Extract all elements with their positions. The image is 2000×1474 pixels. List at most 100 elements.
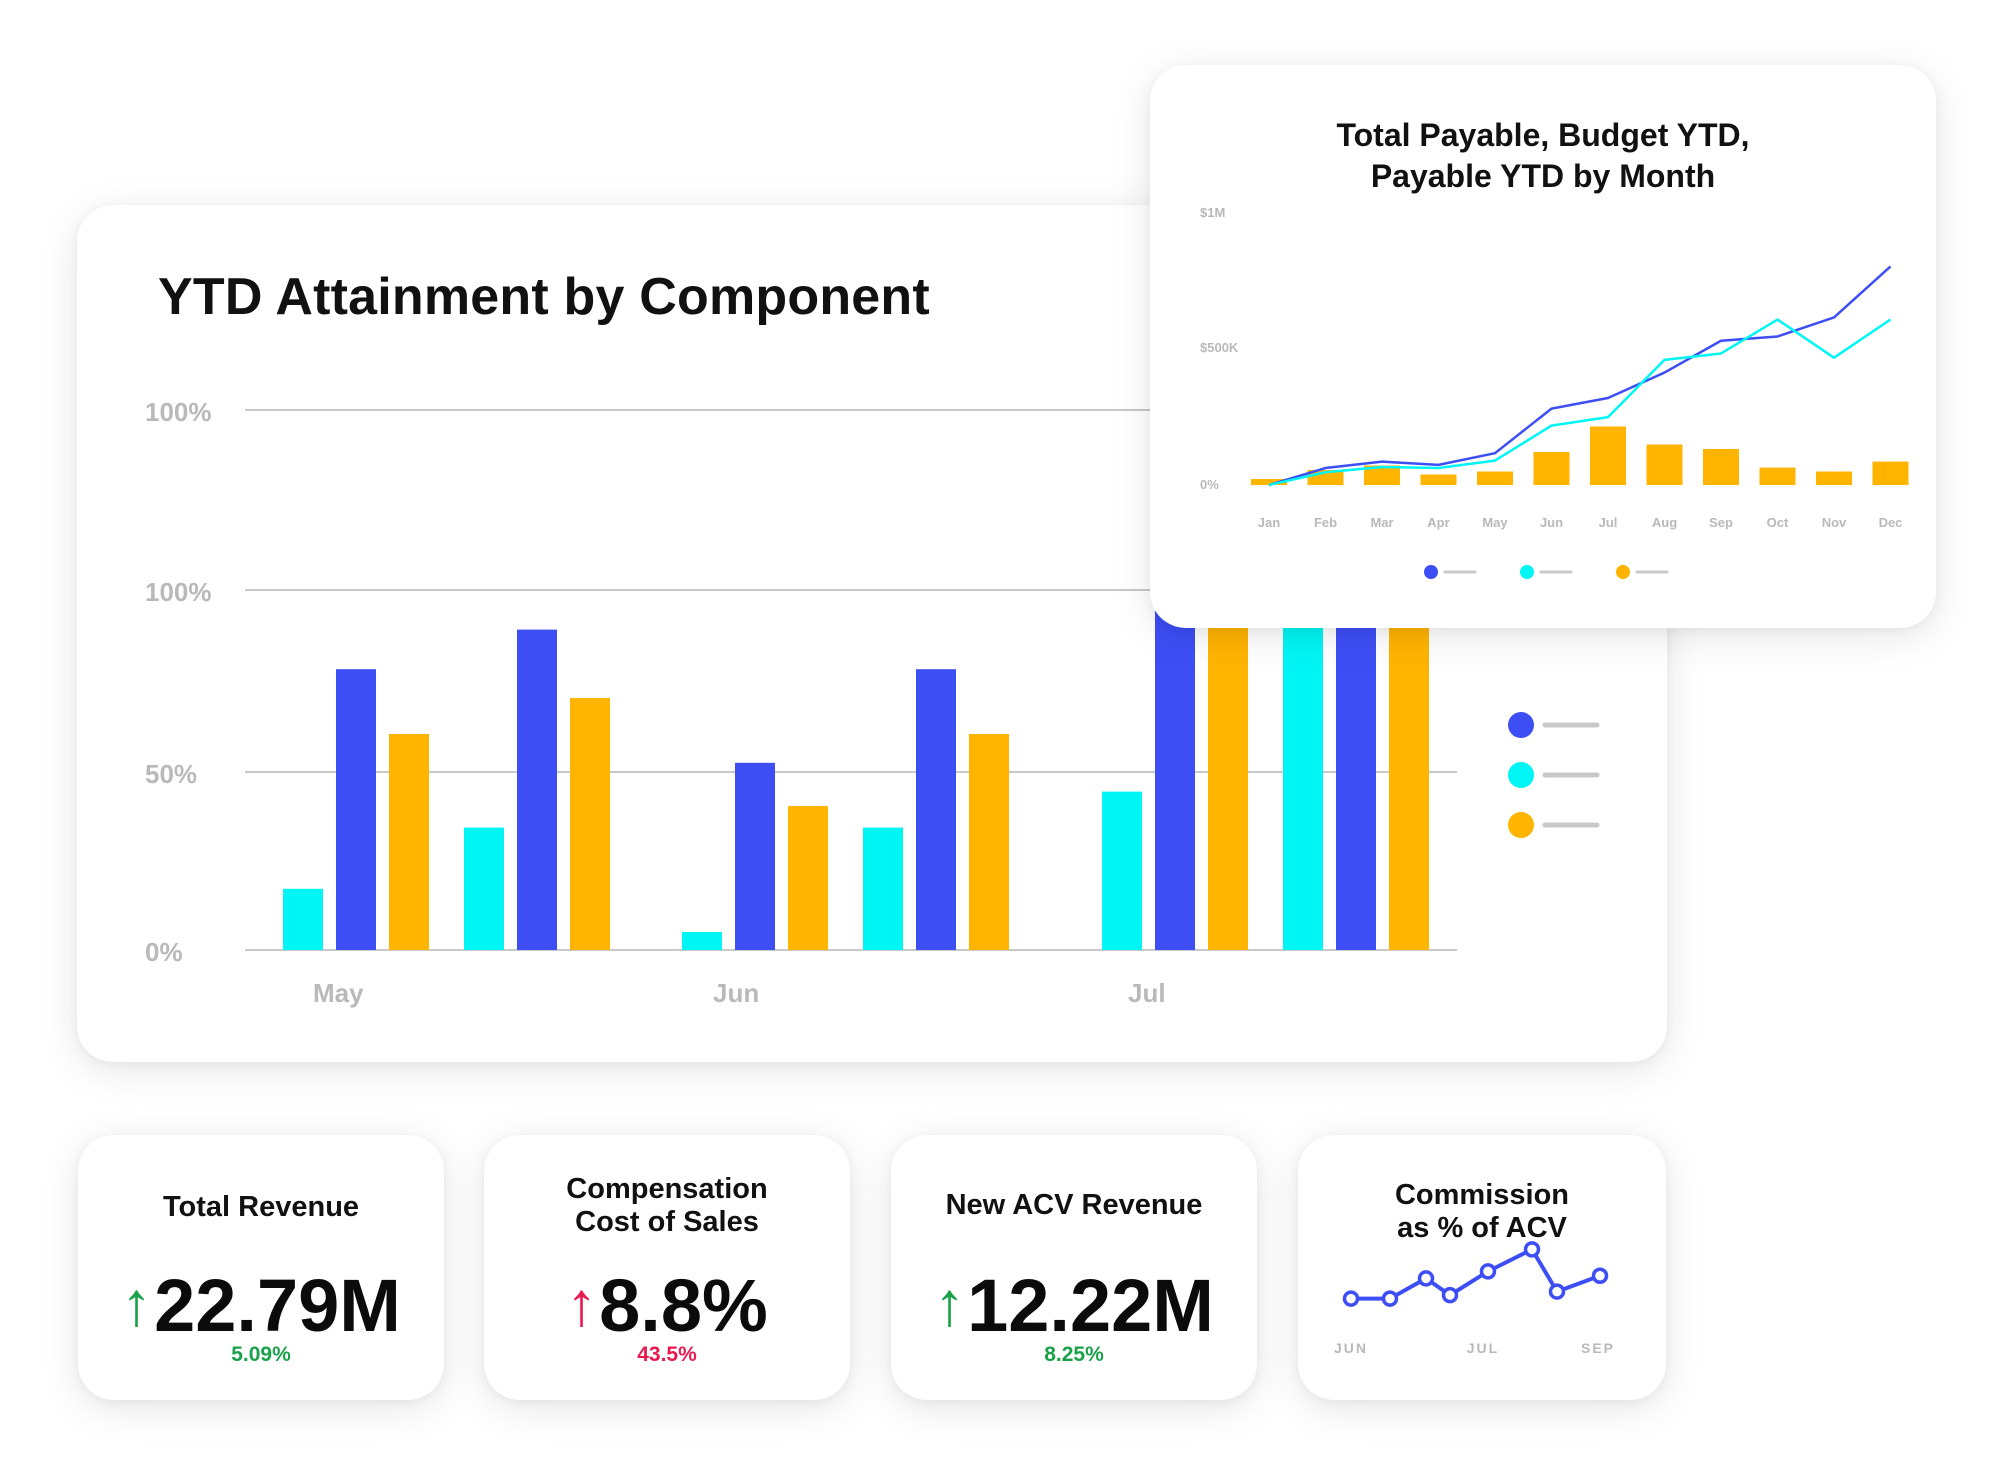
bar xyxy=(570,698,610,950)
legend-marker xyxy=(1616,565,1630,579)
bar xyxy=(969,734,1009,950)
bar xyxy=(1155,590,1195,950)
ytd-attainment-title: YTD Attainment by Component xyxy=(158,268,930,326)
total-payable-title-line2: Payable YTD by Month xyxy=(1370,158,1716,194)
kpi-title-line2: as % of ACV xyxy=(1397,1212,1567,1244)
x-tick-label: Feb xyxy=(1314,515,1337,530)
bar xyxy=(464,827,504,950)
y-tick-label: 0% xyxy=(145,937,183,967)
kpi-value-text: 12.22M xyxy=(967,1264,1214,1347)
bar xyxy=(1102,791,1142,950)
arrow-up-icon: ↑ xyxy=(121,1270,153,1339)
kpi-value: ↑8.8% xyxy=(484,1265,850,1346)
series-line xyxy=(1268,265,1892,487)
bar xyxy=(1251,479,1287,485)
x-tick-label: Nov xyxy=(1822,515,1847,530)
y-tick-label: $1M xyxy=(1200,205,1225,220)
x-tick-label: Oct xyxy=(1767,515,1789,530)
y-tick-label: 0% xyxy=(1200,477,1219,492)
legend-marker xyxy=(1508,762,1534,788)
arrow-up-icon: ↑ xyxy=(934,1270,966,1339)
legend-marker xyxy=(1520,565,1534,579)
x-tick-label: Dec xyxy=(1879,515,1903,530)
bar xyxy=(863,827,903,950)
bar xyxy=(1420,474,1457,485)
kpi-title: Commission as % of ACV xyxy=(1298,1179,1666,1245)
total-payable-title-line1: Total Payable, Budget YTD, xyxy=(1336,117,1750,153)
arrow-up-icon: ↑ xyxy=(566,1270,598,1339)
bar xyxy=(1283,590,1323,950)
bar xyxy=(735,762,775,950)
kpi-value-text: 22.79M xyxy=(154,1264,401,1347)
kpi-title-line1: Total Revenue xyxy=(162,1191,360,1223)
kpi-commission-card: Commission as % of ACV JUN JUL SEP xyxy=(1298,1135,1666,1400)
x-tick-label: Jul xyxy=(1599,515,1618,530)
sparkline-point xyxy=(1342,1290,1360,1307)
x-tick-label: Sep xyxy=(1709,515,1733,530)
kpi-new-acv-revenue-card: New ACV Revenue ↑12.22M 8.25% xyxy=(891,1135,1257,1400)
bar xyxy=(1816,471,1852,485)
y-tick-label: 100% xyxy=(145,577,212,607)
sparkline-point xyxy=(1417,1270,1435,1287)
x-tick-label: Jul xyxy=(1128,978,1166,1008)
x-tick-label: Mar xyxy=(1370,515,1393,530)
x-tick-label: Jan xyxy=(1258,515,1280,530)
bar xyxy=(1759,467,1796,485)
kpi-title-line2: Cost of Sales xyxy=(575,1206,759,1238)
sparkline-point xyxy=(1479,1263,1497,1280)
sparkline-point xyxy=(1591,1267,1609,1285)
x-tick-label: Aug xyxy=(1652,515,1677,530)
total-payable-card: Total Payable, Budget YTD, Payable YTD b… xyxy=(1150,65,1936,628)
bar xyxy=(1646,444,1683,485)
bar xyxy=(1208,590,1248,950)
total-payable-chart: 0% $500K $1M Jan Feb Mar Apr May Jun Jul Aug Sep Oct… xyxy=(1200,205,1909,579)
bar xyxy=(682,932,722,950)
bar xyxy=(916,669,956,950)
bar xyxy=(1477,471,1513,485)
bar xyxy=(1389,590,1429,950)
kpi-change: 43.5% xyxy=(637,1343,697,1366)
x-tick-label: Jun xyxy=(1540,515,1563,530)
bar xyxy=(283,888,323,950)
kpi-value: ↑12.22M xyxy=(891,1265,1257,1346)
x-tick-label: Apr xyxy=(1427,515,1449,530)
kpi-total-revenue-card: Total Revenue ↑22.79M 5.09% xyxy=(78,1135,444,1400)
x-tick-label: JUN xyxy=(1334,1340,1368,1356)
kpi-title-line1: Commission xyxy=(1394,1179,1570,1211)
kpi-value: ↑22.79M xyxy=(78,1265,444,1346)
y-tick-label: 50% xyxy=(145,759,197,789)
kpi-title: Total Revenue xyxy=(78,1191,444,1224)
total-payable-title: Total Payable, Budget YTD, Payable YTD b… xyxy=(1150,115,1936,197)
bar xyxy=(788,806,828,950)
sparkline-point xyxy=(1441,1286,1459,1304)
kpi-title-line1: New ACV Revenue xyxy=(945,1189,1203,1221)
bar xyxy=(1590,426,1626,485)
sparkline-point xyxy=(1548,1283,1566,1300)
x-tick-label: SEP xyxy=(1581,1340,1615,1356)
y-tick-label: 100% xyxy=(145,397,212,427)
x-tick-label: JUL xyxy=(1467,1340,1499,1356)
kpi-title-line1: Compensation xyxy=(566,1173,768,1205)
legend-marker xyxy=(1424,565,1438,579)
sparkline-point xyxy=(1381,1290,1399,1307)
commission-sparkline: JUN JUL SEP xyxy=(1334,1241,1615,1356)
series-line xyxy=(1268,318,1892,487)
x-tick-label: May xyxy=(313,978,364,1008)
x-tick-label: Jun xyxy=(713,978,759,1008)
y-tick-label: $500K xyxy=(1200,340,1239,355)
bar xyxy=(1703,449,1739,485)
bar xyxy=(1872,461,1909,485)
bar xyxy=(1533,452,1570,485)
bar xyxy=(1336,590,1376,950)
legend-marker xyxy=(1508,812,1534,838)
legend-marker xyxy=(1508,712,1534,738)
sparkline-point xyxy=(1523,1241,1541,1258)
kpi-compensation-cost-card: Compensation Cost of Sales ↑8.8% 43.5% xyxy=(484,1135,850,1400)
kpi-change: 8.25% xyxy=(1044,1343,1104,1366)
bar xyxy=(336,669,376,950)
ytd-attainment-chart: 0% 50% 100% 100% May Jun Jul xyxy=(145,397,1600,1008)
x-tick-label: May xyxy=(1482,515,1508,530)
kpi-title: Compensation Cost of Sales xyxy=(484,1173,850,1239)
kpi-change: 5.09% xyxy=(231,1343,291,1366)
bar xyxy=(389,734,429,950)
